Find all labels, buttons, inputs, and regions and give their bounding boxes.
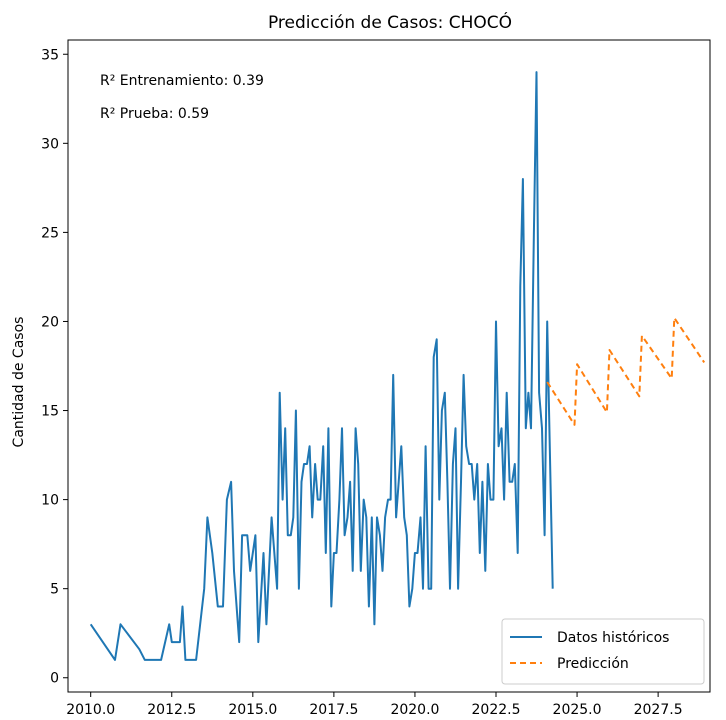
y-tick-label: 20 [41,314,59,330]
annotation-r2-train: R² Entrenamiento: 0.39 [100,73,264,89]
y-tick-label: 30 [41,136,59,152]
y-tick-label: 25 [41,225,59,241]
legend: Datos históricos Predicción [501,618,705,685]
legend-frame [501,618,705,685]
x-tick-label: 2015.0 [228,702,277,718]
x-tick-label: 2027.5 [634,702,683,718]
legend-label-historicos: Datos históricos [557,630,669,646]
plot-area [89,71,706,661]
legend-label-prediccion: Predicción [557,656,629,672]
x-tick-label: 2012.5 [147,702,196,718]
x-tick-label: 2017.5 [309,702,358,718]
chart-title: Predicción de Casos: CHOCÓ [268,11,512,33]
y-tick-label: 15 [41,404,59,420]
x-tick-label: 2025.0 [553,702,602,718]
x-tick-label: 2020.0 [390,702,439,718]
y-tick-label: 10 [41,493,59,509]
series-line-1 [546,316,706,426]
y-axis-label: Cantidad de Casos [11,317,27,448]
y-tick-label: 0 [50,671,59,687]
y-tick-label: 5 [50,582,59,598]
plot-frame [67,39,711,693]
y-tick-label: 35 [41,47,59,63]
series-line-0 [89,71,554,661]
axes: 2010.0 2012.5 2015.0 2017.5 2020.0 2022.5 2025… [41,47,682,718]
x-tick-label: 2010.0 [66,702,115,718]
annotation-r2-test: R² Prueba: 0.59 [100,106,209,122]
x-tick-label: 2022.5 [472,702,521,718]
